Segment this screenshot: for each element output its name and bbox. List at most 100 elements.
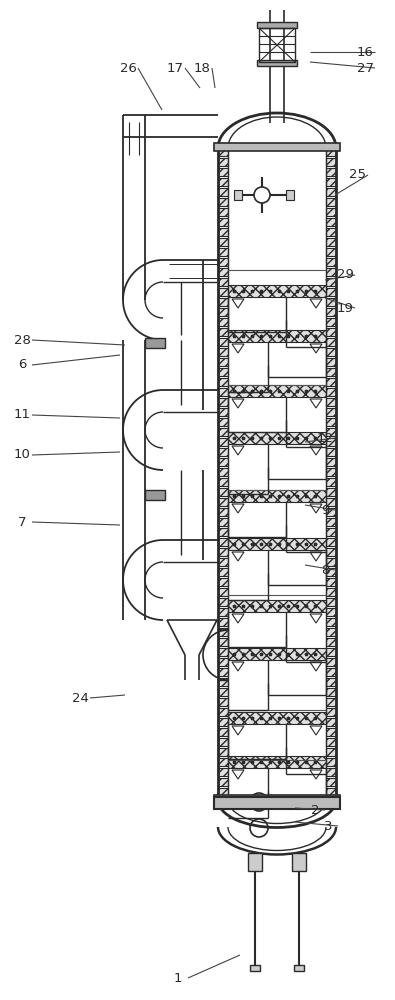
Bar: [326, 768, 336, 776]
Bar: [218, 378, 228, 386]
Bar: [218, 638, 228, 646]
Bar: [326, 278, 336, 286]
Bar: [326, 688, 336, 696]
Bar: [218, 748, 228, 756]
Bar: [326, 488, 336, 496]
Bar: [250, 965, 260, 971]
Bar: [326, 248, 336, 256]
Bar: [218, 338, 228, 346]
Bar: [218, 178, 228, 186]
Bar: [326, 158, 336, 166]
Bar: [326, 368, 336, 376]
Bar: [218, 728, 228, 736]
Bar: [326, 428, 336, 436]
Bar: [218, 398, 228, 406]
Bar: [326, 658, 336, 666]
Bar: [218, 598, 228, 606]
Bar: [326, 408, 336, 416]
Bar: [218, 248, 228, 256]
Bar: [326, 328, 336, 336]
Bar: [218, 518, 228, 526]
Bar: [326, 318, 336, 326]
Bar: [214, 143, 340, 151]
Bar: [326, 638, 336, 646]
Bar: [218, 578, 228, 586]
Text: 6: 6: [18, 359, 26, 371]
Bar: [228, 285, 326, 297]
Bar: [218, 738, 228, 746]
Bar: [218, 648, 228, 656]
Bar: [228, 600, 326, 612]
Bar: [228, 330, 326, 342]
Bar: [257, 22, 297, 28]
Bar: [218, 408, 228, 416]
Bar: [218, 588, 228, 596]
Bar: [326, 448, 336, 456]
Bar: [218, 218, 228, 226]
Bar: [326, 288, 336, 296]
Text: 3: 3: [324, 820, 332, 832]
Bar: [234, 190, 242, 200]
Text: 7: 7: [18, 516, 26, 528]
Bar: [218, 478, 228, 486]
Bar: [218, 458, 228, 466]
Bar: [218, 288, 228, 296]
Text: 11: 11: [13, 408, 30, 422]
Bar: [218, 628, 228, 636]
Bar: [326, 628, 336, 636]
Bar: [218, 508, 228, 516]
Bar: [218, 778, 228, 786]
Bar: [286, 190, 294, 200]
Bar: [218, 658, 228, 666]
Bar: [218, 418, 228, 426]
Bar: [218, 348, 228, 356]
Bar: [326, 338, 336, 346]
Bar: [218, 448, 228, 456]
Bar: [218, 438, 228, 446]
Bar: [218, 548, 228, 556]
Bar: [326, 778, 336, 786]
Bar: [228, 538, 326, 550]
Bar: [326, 478, 336, 486]
Text: 26: 26: [120, 62, 136, 75]
Bar: [326, 398, 336, 406]
Bar: [326, 678, 336, 686]
Bar: [218, 258, 228, 266]
Bar: [218, 708, 228, 716]
Bar: [326, 168, 336, 176]
Bar: [214, 795, 340, 803]
Bar: [326, 178, 336, 186]
Bar: [228, 432, 326, 444]
Bar: [218, 168, 228, 176]
Text: 17: 17: [167, 62, 184, 75]
Bar: [218, 208, 228, 216]
Bar: [218, 758, 228, 766]
Bar: [228, 490, 326, 502]
Bar: [218, 498, 228, 506]
Bar: [326, 238, 336, 246]
Bar: [218, 768, 228, 776]
Text: 24: 24: [71, 692, 88, 704]
Bar: [218, 488, 228, 496]
Bar: [218, 798, 228, 806]
Bar: [218, 298, 228, 306]
Bar: [218, 428, 228, 436]
Bar: [326, 558, 336, 566]
Bar: [326, 548, 336, 556]
Bar: [326, 648, 336, 656]
Bar: [326, 588, 336, 596]
Bar: [326, 148, 336, 156]
Bar: [145, 490, 165, 500]
Bar: [218, 188, 228, 196]
Text: 28: 28: [13, 334, 30, 347]
Bar: [326, 348, 336, 356]
Bar: [326, 268, 336, 276]
Bar: [326, 218, 336, 226]
Bar: [326, 528, 336, 536]
Bar: [326, 458, 336, 466]
Bar: [326, 228, 336, 236]
Bar: [218, 268, 228, 276]
Bar: [326, 618, 336, 626]
Bar: [218, 528, 228, 536]
Bar: [326, 538, 336, 546]
